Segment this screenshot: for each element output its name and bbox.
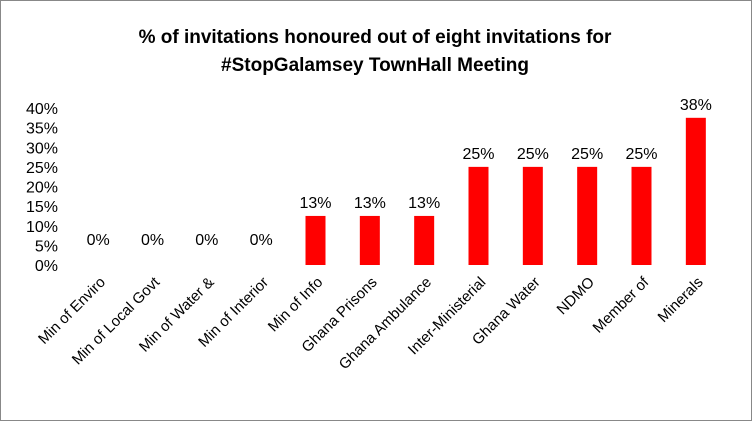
category-label: NDMO: [554, 274, 598, 318]
chart-title: % of invitations honoured out of eight i…: [0, 24, 750, 80]
data-label: 25%: [462, 146, 494, 163]
data-label: 13%: [408, 195, 440, 212]
category-label: Member of: [590, 273, 653, 336]
bar: [414, 215, 435, 265]
y-tick-label: 40%: [26, 101, 58, 118]
y-tick-label: 20%: [26, 180, 58, 197]
category-label: Minerals: [655, 274, 707, 326]
bar: [522, 166, 543, 265]
y-tick-label: 0%: [35, 258, 58, 275]
chart-title-line-1: % of invitations honoured out of eight i…: [138, 27, 612, 48]
data-label: 25%: [571, 146, 603, 163]
y-tick-label: 35%: [26, 121, 58, 138]
data-label: 0%: [195, 232, 218, 249]
data-label: 25%: [517, 146, 549, 163]
data-label: 13%: [354, 195, 386, 212]
bar: [685, 117, 706, 265]
bar: [631, 166, 652, 265]
y-tick-label: 30%: [26, 140, 58, 157]
y-tick-label: 10%: [26, 219, 58, 236]
y-tick-label: 25%: [26, 160, 58, 177]
bar: [468, 166, 489, 265]
category-label: Ghana Ambulance: [336, 274, 435, 373]
bar: [305, 215, 326, 265]
bar: [577, 166, 598, 265]
data-label: 25%: [625, 146, 657, 163]
data-label: 38%: [680, 97, 712, 114]
data-label: 0%: [141, 232, 164, 249]
y-tick-label: 5%: [35, 238, 58, 255]
chart-title-line-2: #StopGalamsey TownHall Meeting: [221, 55, 529, 76]
y-tick-label: 15%: [26, 199, 58, 216]
bar: [359, 215, 380, 265]
data-label: 13%: [299, 195, 331, 212]
data-label: 0%: [250, 232, 273, 249]
data-label: 0%: [87, 232, 110, 249]
